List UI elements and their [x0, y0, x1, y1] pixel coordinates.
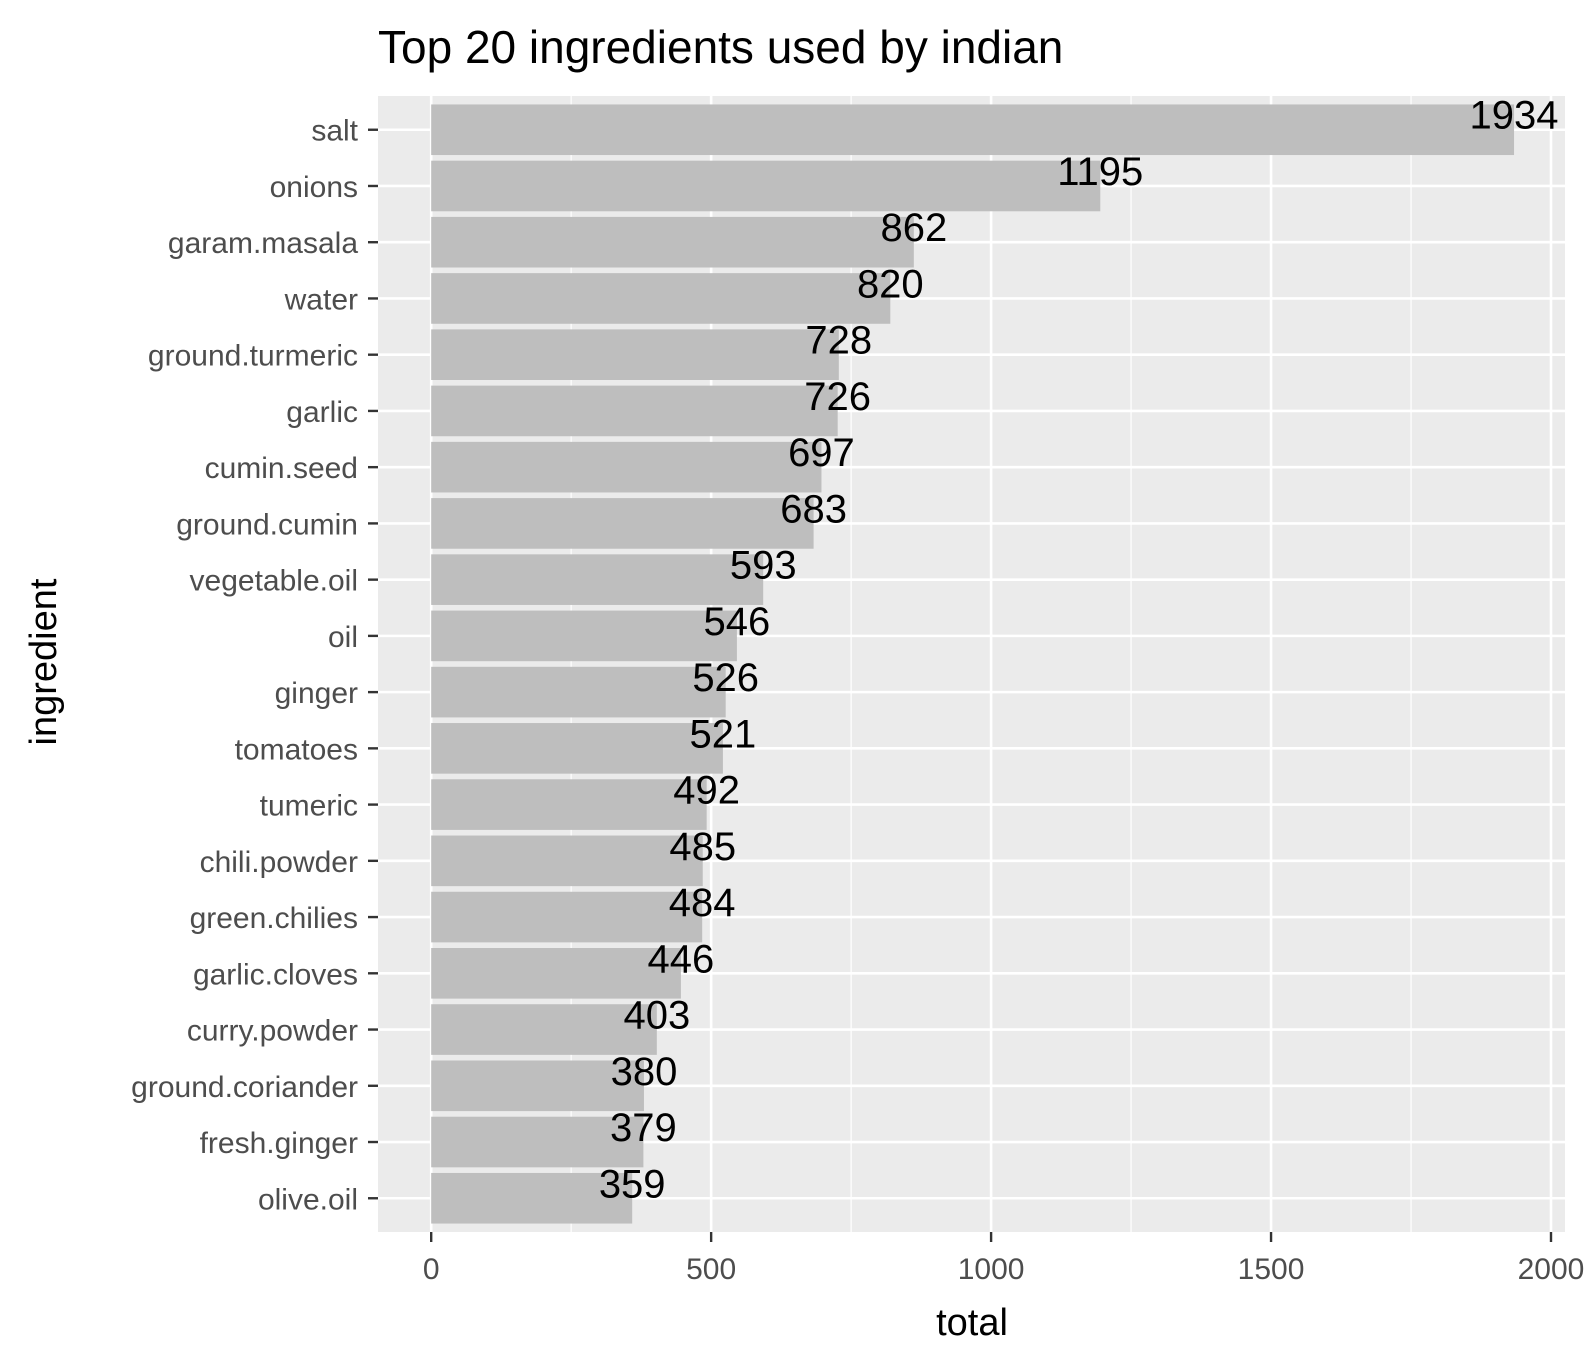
y-axis-title: ingredient	[23, 578, 65, 745]
data-label-oil: 546	[704, 600, 771, 644]
bar-garlic.cloves	[431, 948, 681, 999]
data-label-water: 820	[857, 262, 924, 306]
x-tick-label: 0	[423, 1253, 440, 1286]
data-label-onions: 1195	[1057, 150, 1143, 194]
bar-garlic	[431, 385, 838, 437]
data-label-curry.powder: 403	[623, 994, 690, 1038]
data-label-ginger: 526	[692, 656, 759, 700]
y-tick-label: ground.coriander	[131, 1071, 358, 1104]
bars	[431, 104, 1515, 1224]
bar-vegetable.oil	[431, 554, 764, 605]
data-label-chili.powder: 485	[669, 825, 736, 869]
y-tick-label: ginger	[275, 677, 358, 710]
bar-olive.oil	[431, 1172, 633, 1224]
data-label-garlic: 726	[804, 375, 871, 419]
x-tick-label: 1500	[1238, 1253, 1305, 1286]
bar-curry.powder	[431, 1004, 657, 1055]
y-tick-label: water	[284, 283, 358, 316]
bar-ginger	[431, 666, 726, 718]
y-tick-label: fresh.ginger	[200, 1127, 358, 1160]
y-axis: salt onions garam.masala water ground.turmer…	[131, 115, 378, 1216]
data-label-ground.coriander: 380	[611, 1050, 678, 1094]
bar-fresh.ginger	[431, 1116, 644, 1168]
data-label-garlic.cloves: 446	[648, 937, 715, 981]
y-tick-label: oil	[328, 621, 358, 654]
data-label-salt: 1934	[1470, 94, 1559, 138]
y-tick-label: ground.turmeric	[148, 340, 358, 373]
y-tick-label: onions	[270, 171, 358, 204]
y-tick-label: chili.powder	[200, 846, 358, 879]
y-tick-label: ground.cumin	[176, 508, 358, 541]
y-tick-label: garam.masala	[168, 227, 358, 260]
bar-onions	[431, 160, 1101, 212]
y-tick-label: garlic.cloves	[193, 958, 358, 991]
y-tick-label: garlic	[286, 396, 358, 429]
bar-garam.masala	[431, 216, 914, 268]
x-axis: 0 500 1000 1500 2000	[423, 1232, 1585, 1286]
bar-green.chilies	[431, 891, 703, 943]
y-tick-label: cumin.seed	[205, 452, 358, 485]
data-label-olive.oil: 359	[599, 1162, 666, 1206]
bar-tumeric	[431, 779, 707, 830]
bar-water	[431, 273, 891, 324]
y-tick-label: vegetable.oil	[190, 565, 358, 598]
x-tick-label: 2000	[1518, 1253, 1585, 1286]
data-label-ground.cumin: 683	[780, 487, 847, 531]
bar-ground.turmeric	[431, 329, 839, 380]
data-label-tomatoes: 521	[690, 712, 757, 756]
y-tick-label: tumeric	[260, 790, 358, 823]
chart-title: Top 20 ingredients used by indian	[378, 21, 1063, 73]
bar-oil	[431, 610, 737, 662]
data-label-fresh.ginger: 379	[610, 1106, 677, 1150]
y-tick-label: curry.powder	[187, 1015, 358, 1048]
y-tick-label: green.chilies	[190, 902, 358, 935]
data-label-garam.masala: 862	[880, 206, 947, 250]
y-tick-label: olive.oil	[258, 1183, 358, 1216]
y-tick-label: tomatoes	[235, 733, 358, 766]
y-tick-label: salt	[311, 115, 358, 148]
bar-ground.cumin	[431, 498, 814, 549]
bar-tomatoes	[431, 723, 723, 774]
x-tick-label: 500	[686, 1253, 736, 1286]
bar-chili.powder	[431, 835, 703, 887]
x-axis-title: total	[936, 1302, 1008, 1344]
bar-salt	[431, 104, 1515, 156]
data-label-green.chilies: 484	[669, 881, 736, 925]
x-tick-label: 1000	[958, 1253, 1025, 1286]
data-label-tumeric: 492	[673, 769, 740, 813]
bar-ground.coriander	[431, 1060, 644, 1112]
data-label-cumin.seed: 697	[788, 431, 855, 475]
bar-cumin.seed	[431, 441, 822, 493]
data-label-vegetable.oil: 593	[730, 544, 797, 588]
data-labels: 1934 1195 862 820 728 726 697 683 593 546 526 521 49…	[599, 94, 1559, 1207]
data-label-ground.turmeric: 728	[805, 319, 872, 363]
